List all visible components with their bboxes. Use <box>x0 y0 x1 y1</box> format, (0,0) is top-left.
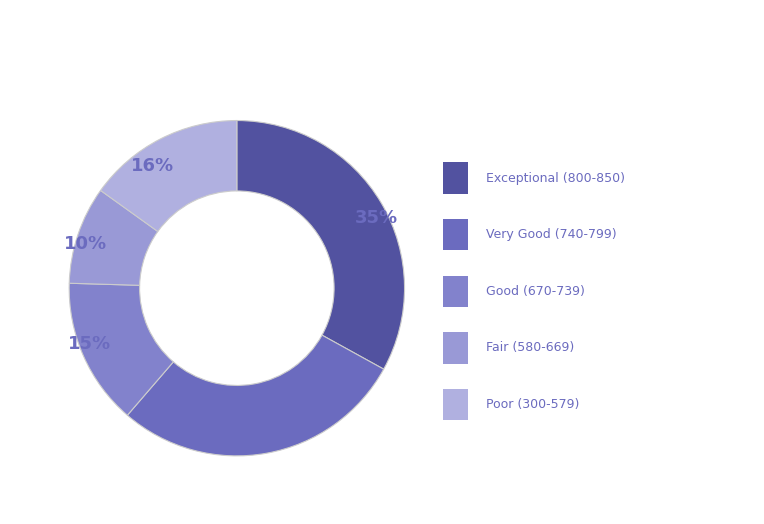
Text: Good (670-739): Good (670-739) <box>486 285 584 298</box>
Wedge shape <box>101 121 237 232</box>
Text: Poor (300-579): Poor (300-579) <box>486 398 579 411</box>
FancyBboxPatch shape <box>443 332 468 364</box>
Wedge shape <box>70 283 173 415</box>
FancyBboxPatch shape <box>443 162 468 194</box>
Text: 35%: 35% <box>355 209 398 227</box>
FancyBboxPatch shape <box>443 389 468 420</box>
Text: Exceptional (800-850): Exceptional (800-850) <box>486 172 625 184</box>
Text: 15%: 15% <box>68 335 111 353</box>
Wedge shape <box>70 190 158 286</box>
Text: FICO Credit Score Range: FICO Credit Score Range <box>265 57 514 74</box>
Text: Very Good (740-799): Very Good (740-799) <box>486 228 617 241</box>
Wedge shape <box>237 121 404 369</box>
FancyBboxPatch shape <box>443 219 468 250</box>
Text: Fair (580-669): Fair (580-669) <box>486 342 575 354</box>
Text: 30%: 30% <box>240 414 283 432</box>
Text: 10%: 10% <box>63 235 107 253</box>
Text: 16%: 16% <box>131 157 174 175</box>
Wedge shape <box>128 335 384 456</box>
FancyBboxPatch shape <box>443 276 468 307</box>
